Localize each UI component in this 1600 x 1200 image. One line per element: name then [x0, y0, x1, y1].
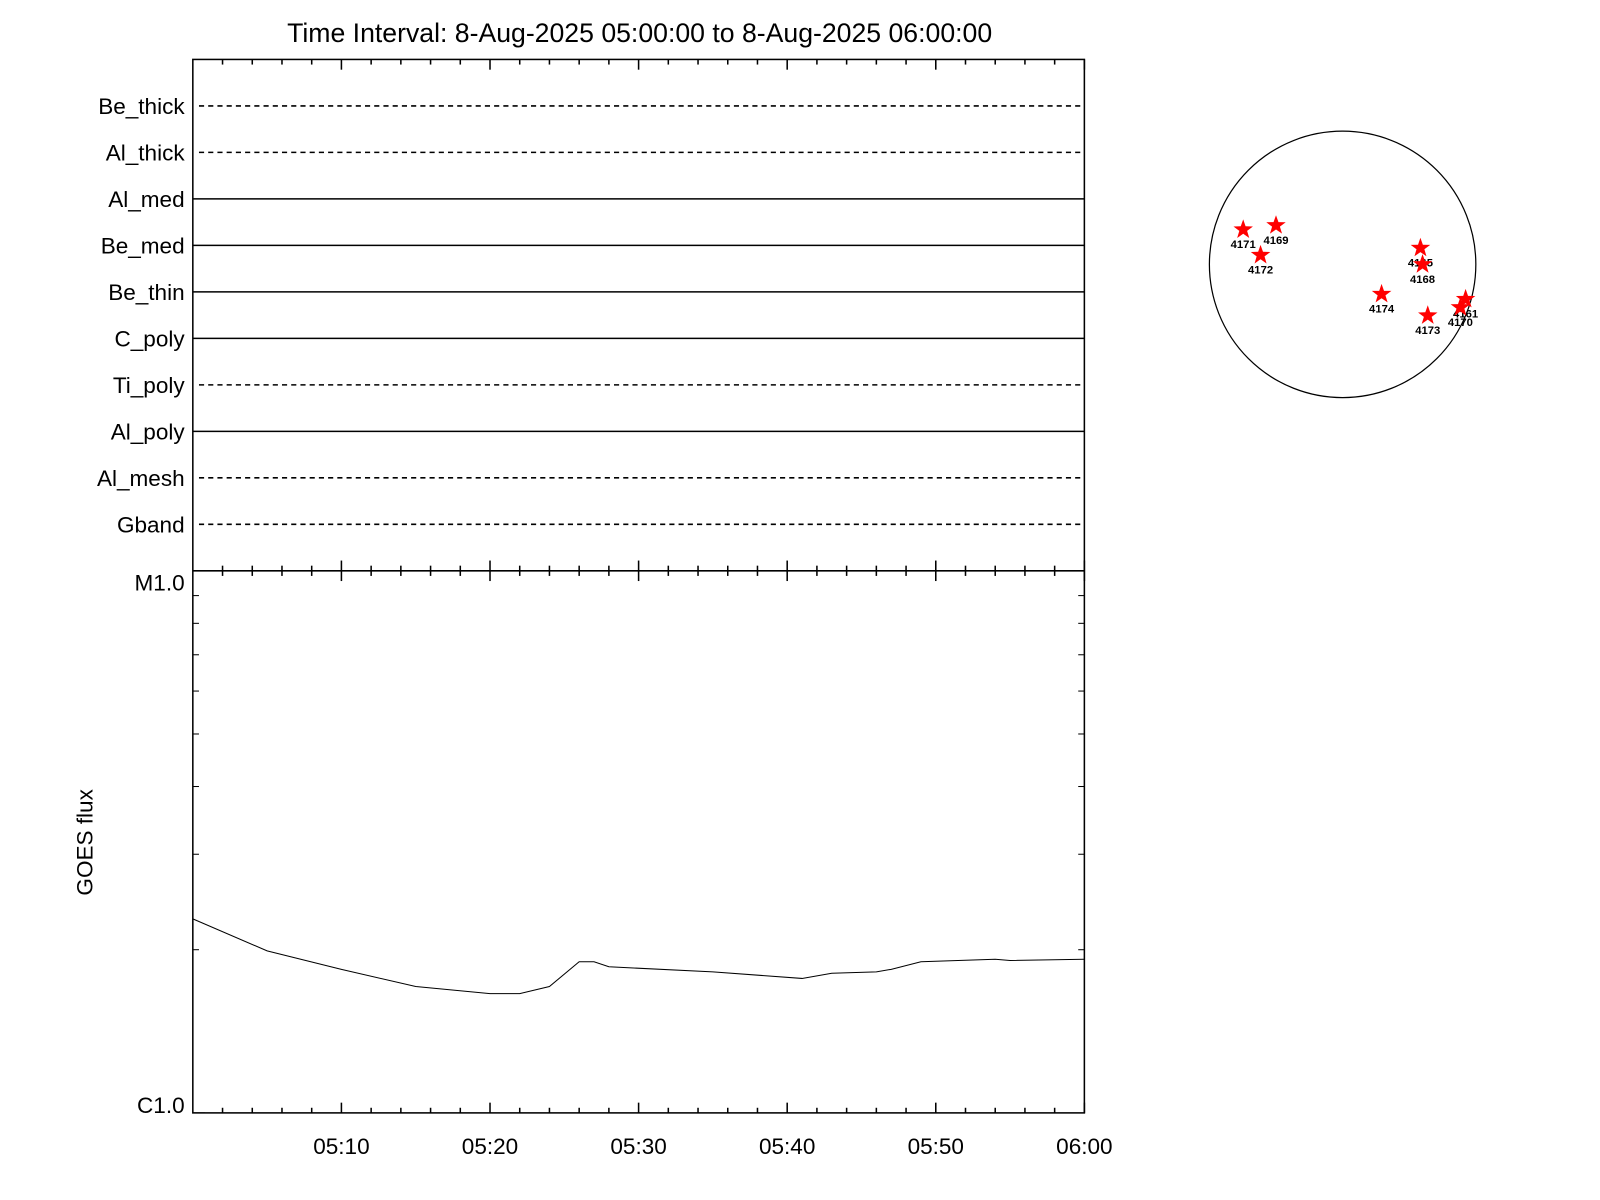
filter-label: Al_thick: [106, 141, 186, 166]
y-tick-label: C1.0: [137, 1093, 185, 1118]
x-tick-label: 05:40: [759, 1134, 815, 1159]
filter-label: Al_mesh: [97, 466, 185, 491]
goes-flux-line: [192, 918, 1085, 995]
active-region-label: 4169: [1263, 235, 1288, 247]
active-region-marker: [1455, 288, 1476, 308]
filter-label: Al_med: [108, 187, 184, 212]
active-region-marker: [1410, 237, 1431, 257]
active-region-label: 4170: [1448, 317, 1473, 329]
x-tick-label: 05:50: [908, 1134, 964, 1159]
active-region-marker: [1412, 254, 1433, 273]
y-axis-label: GOES flux: [72, 788, 97, 895]
x-tick-label: 05:20: [462, 1134, 518, 1159]
active-region-label: 4173: [1415, 325, 1440, 337]
active-region-label: 4172: [1248, 265, 1273, 277]
active-region-label: 4168: [1410, 274, 1435, 286]
active-region-marker: [1250, 244, 1271, 264]
filter-label: Be_thin: [108, 280, 184, 305]
chart-title: Time Interval: 8-Aug-2025 05:00:00 to 8-…: [287, 18, 992, 48]
filter-label: Al_poly: [111, 420, 186, 445]
x-tick-label: 05:10: [313, 1134, 369, 1159]
active-region-marker: [1266, 215, 1286, 234]
x-tick-label: 05:30: [610, 1134, 666, 1159]
active-region-marker: [1418, 305, 1438, 324]
y-tick-label: M1.0: [135, 570, 185, 595]
plot-frame: [192, 58, 1086, 1114]
filter-label: C_poly: [114, 327, 185, 352]
solar-disk: [1208, 130, 1477, 399]
active-region-marker: [1371, 283, 1392, 303]
active-region-label: 4171: [1231, 239, 1256, 251]
active-region-marker: [1450, 297, 1471, 316]
filter-label: Ti_poly: [113, 373, 186, 398]
active-region-marker: [1233, 219, 1253, 238]
filter-label: Be_med: [101, 234, 185, 259]
filter-label: Be_thick: [98, 94, 185, 119]
active-region-label: 4174: [1369, 304, 1395, 316]
x-tick-label: 06:00: [1056, 1134, 1112, 1159]
filter-label: Gband: [117, 513, 185, 538]
